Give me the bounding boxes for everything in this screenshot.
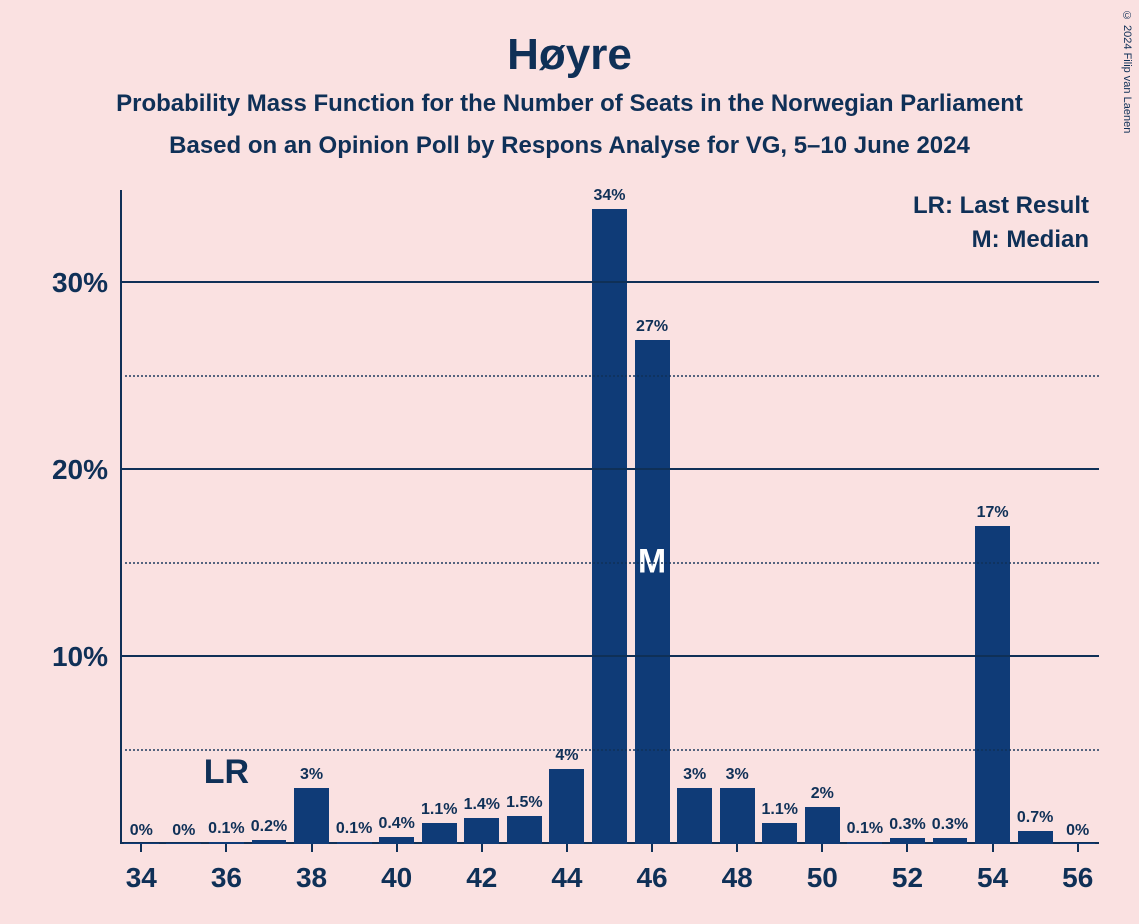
- x-tick-mark: [736, 844, 738, 852]
- bar: [464, 818, 499, 844]
- bar: [677, 788, 712, 844]
- bar: [549, 769, 584, 844]
- x-axis-tick-label: 34: [126, 862, 157, 894]
- x-axis-tick-label: 40: [381, 862, 412, 894]
- bar-value-label: 2%: [811, 785, 834, 803]
- bar: [933, 838, 968, 844]
- bars-group: 0%0%0.1%0.2%3%0.1%0.4%1.1%1.4%1.5%4%34%2…: [120, 190, 1099, 844]
- bar-value-label: 1.4%: [464, 796, 500, 814]
- copyright-text: © 2024 Filip van Laenen: [1121, 10, 1133, 133]
- bar-value-label: 0.1%: [336, 820, 372, 838]
- bar-value-label: 0.7%: [1017, 809, 1053, 827]
- bar-value-label: 17%: [977, 504, 1009, 522]
- bar-value-label: 0.3%: [889, 816, 925, 834]
- bar: [975, 526, 1010, 844]
- chart-subsubtitle: Based on an Opinion Poll by Respons Anal…: [40, 132, 1099, 160]
- x-tick-mark: [566, 844, 568, 852]
- grid-major-line: [120, 468, 1099, 470]
- x-axis-tick-label: 46: [636, 862, 667, 894]
- bar-value-label: 0%: [172, 822, 195, 840]
- x-tick-mark: [140, 844, 142, 852]
- bar-value-label: 0.1%: [208, 820, 244, 838]
- x-axis-tick-label: 50: [807, 862, 838, 894]
- grid-minor-line: [120, 749, 1099, 751]
- x-tick-mark: [651, 844, 653, 852]
- x-axis-tick-label: 48: [722, 862, 753, 894]
- grid-major-line: [120, 655, 1099, 657]
- x-axis-tick-label: 42: [466, 862, 497, 894]
- bar-value-label: 0.1%: [847, 820, 883, 838]
- x-tick-mark: [1077, 844, 1079, 852]
- bar-value-label: 0.4%: [378, 815, 414, 833]
- x-tick-mark: [396, 844, 398, 852]
- annotation-last-result: LR: [204, 753, 249, 792]
- x-axis-tick-label: 38: [296, 862, 327, 894]
- bar-value-label: 3%: [726, 766, 749, 784]
- grid-minor-line: [120, 562, 1099, 564]
- y-axis-tick-label: 20%: [52, 454, 108, 486]
- x-tick-mark: [225, 844, 227, 852]
- bar: [252, 840, 287, 844]
- x-tick-mark: [906, 844, 908, 852]
- x-axis-tick-label: 52: [892, 862, 923, 894]
- bar: [507, 816, 542, 844]
- y-axis-tick-label: 10%: [52, 641, 108, 673]
- bar: [635, 340, 670, 845]
- bar-value-label: 3%: [683, 766, 706, 784]
- chart-title: Høyre: [40, 30, 1099, 80]
- chart-subtitle: Probability Mass Function for the Number…: [40, 90, 1099, 118]
- bar: [379, 837, 414, 844]
- bar-value-label: 27%: [636, 318, 668, 336]
- bar: [166, 843, 201, 844]
- x-axis-tick-label: 56: [1062, 862, 1093, 894]
- bar-value-label: 1.1%: [421, 801, 457, 819]
- x-axis-tick-label: 36: [211, 862, 242, 894]
- x-tick-mark: [992, 844, 994, 852]
- bar: [805, 807, 840, 844]
- y-axis-tick-label: 30%: [52, 267, 108, 299]
- x-axis-tick-label: 44: [551, 862, 582, 894]
- bar-value-label: 34%: [593, 187, 625, 205]
- x-tick-mark: [821, 844, 823, 852]
- bar: [720, 788, 755, 844]
- bar-value-label: 1.1%: [762, 801, 798, 819]
- x-tick-mark: [311, 844, 313, 852]
- bar: [847, 842, 882, 844]
- bar: [422, 823, 457, 844]
- grid-major-line: [120, 281, 1099, 283]
- bar: [1018, 831, 1053, 844]
- x-tick-mark: [481, 844, 483, 852]
- plot-area: LR: Last Result M: Median 0%0%0.1%0.2%3%…: [120, 190, 1099, 844]
- bar: [337, 842, 372, 844]
- x-axis-tick-label: 54: [977, 862, 1008, 894]
- chart-container: Høyre Probability Mass Function for the …: [0, 0, 1139, 924]
- bar-value-label: 0.2%: [251, 818, 287, 836]
- bar: [294, 788, 329, 844]
- bar-value-label: 0.3%: [932, 816, 968, 834]
- bar: [762, 823, 797, 844]
- bar-value-label: 0%: [1066, 822, 1089, 840]
- bar-value-label: 1.5%: [506, 794, 542, 812]
- bar-value-label: 0%: [130, 822, 153, 840]
- grid-minor-line: [120, 375, 1099, 377]
- bar-value-label: 3%: [300, 766, 323, 784]
